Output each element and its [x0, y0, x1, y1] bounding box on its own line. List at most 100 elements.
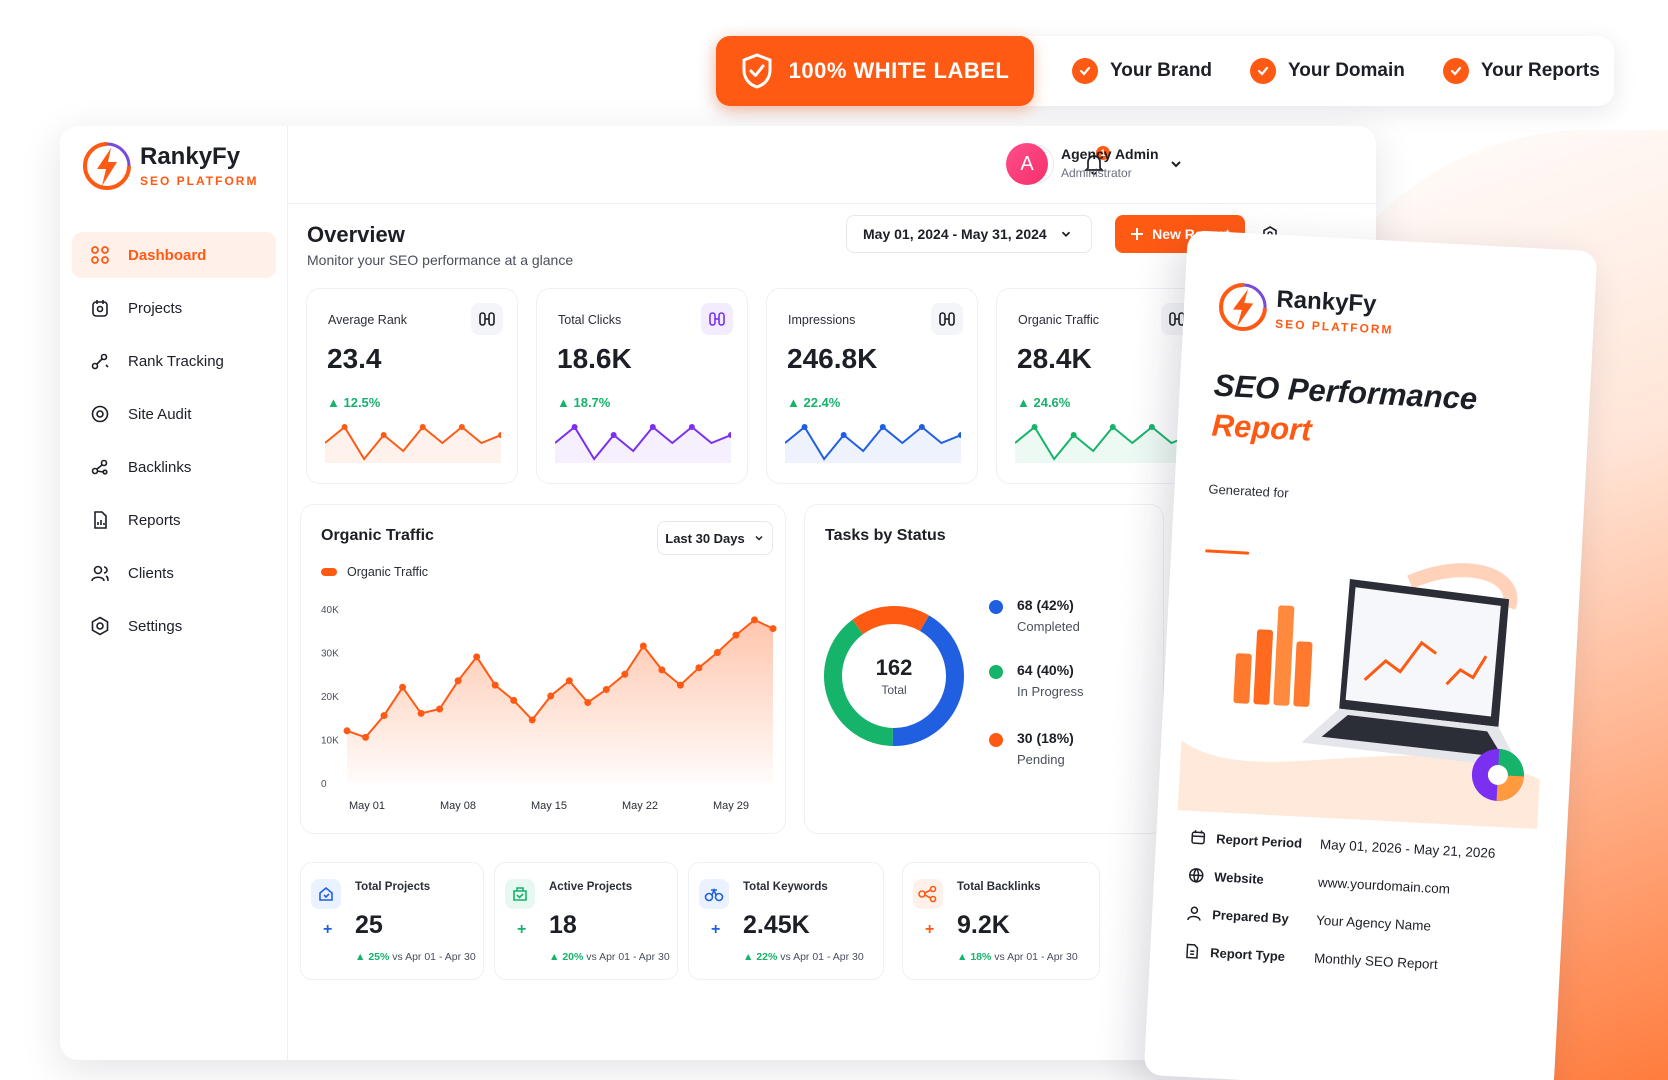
y-tick-label: 0: [321, 779, 327, 790]
sparkline-line: [1015, 425, 1191, 461]
stat-value: 18: [549, 911, 577, 939]
stat-card-total-projects[interactable]: Total Projects + 25 ▲ 25% vs Apr 01 - Ap…: [300, 862, 484, 980]
sparkline-point: [1109, 424, 1116, 430]
page-title: Overview: [307, 222, 405, 247]
laptop-illustration: [1177, 563, 1540, 830]
report-title-accent: Report: [1210, 407, 1313, 448]
projects-icon: [92, 300, 108, 317]
sparkline: [1015, 424, 1191, 463]
sparkline-point: [958, 432, 961, 438]
backlinks-icon: [913, 879, 943, 909]
plus-icon: [1131, 228, 1144, 240]
data-point: [473, 653, 481, 661]
sparkline-point: [649, 424, 656, 430]
kpi-delta: ▲ 22.4%: [787, 395, 841, 410]
report-row-period: Report Period May 01, 2026 - May 21, 202…: [1190, 829, 1496, 861]
sidebar-item-backlinks[interactable]: Backlinks: [72, 444, 276, 490]
sidebar-item-settings[interactable]: Settings: [72, 603, 276, 649]
kpi-card-organic-traffic[interactable]: Organic Traffic 28.4K ▲ 24.6%: [996, 288, 1208, 484]
white-label-text: 100% WHITE LABEL: [788, 58, 1010, 83]
sparkline-point: [380, 432, 387, 438]
white-label-banner: 100% WHITE LABEL Your Brand Your Domain …: [716, 36, 1614, 106]
stat-value: 2.45K: [743, 911, 810, 939]
globe-icon: [1188, 868, 1204, 883]
report-cover: RankyFy SEO PLATFORM SEO Performance Rep…: [1143, 230, 1598, 1080]
sidebar-item-dashboard[interactable]: Dashboard: [72, 232, 276, 278]
settings-icon: [91, 616, 109, 636]
stat-card-total-backlinks[interactable]: Total Backlinks + 9.2K ▲ 18% vs Apr 01 -…: [902, 862, 1100, 980]
sidebar-item-rank-tracking[interactable]: Rank Tracking: [72, 338, 276, 384]
sparkline-point: [1148, 424, 1155, 430]
stat-card-total-keywords[interactable]: Total Keywords + 2.45K ▲ 22% vs Apr 01 -…: [688, 862, 884, 980]
stat-card-active-projects[interactable]: Active Projects + 18 ▲ 20% vs Apr 01 - A…: [494, 862, 678, 980]
sidebar-item-site-audit[interactable]: Site Audit: [72, 391, 276, 437]
lightning-logo-icon: [83, 142, 131, 190]
sidebar-item-clients[interactable]: Clients: [72, 550, 276, 596]
data-point: [362, 733, 370, 741]
keywords-icon: [699, 879, 729, 909]
kpi-card-average-rank[interactable]: Average Rank 23.4 ▲ 12.5%: [306, 288, 518, 484]
data-point: [547, 692, 555, 700]
data-point: [343, 727, 351, 735]
sparkline-point: [610, 432, 617, 438]
report-logo: RankyFy SEO PLATFORM: [1217, 280, 1396, 341]
user-icon: [1187, 906, 1201, 921]
sidebar-item-reports[interactable]: Reports: [72, 497, 276, 543]
dashboard-window: RankyFy SEO PLATFORM Dashboard Projects …: [60, 126, 1376, 1060]
kpi-value: 23.4: [327, 343, 382, 374]
kpi-value: 246.8K: [787, 343, 878, 374]
sidebar-item-projects[interactable]: Projects: [72, 285, 276, 331]
sparkline-point: [879, 424, 886, 430]
sparkline-point: [1070, 432, 1077, 438]
sparkline-point: [840, 432, 847, 438]
link-icon: [471, 303, 503, 335]
x-tick-label: May 29: [713, 800, 749, 812]
avatar[interactable]: A: [1006, 143, 1048, 185]
donut-total-label: Total: [881, 683, 907, 697]
brand-subtitle: SEO PLATFORM: [140, 174, 259, 188]
donut-slice: [824, 606, 964, 746]
sparkline-point: [1031, 424, 1038, 430]
reports-icon: [94, 511, 107, 529]
kpi-card-total-clicks[interactable]: Total Clicks 18.6K ▲ 18.7%: [536, 288, 748, 484]
stat-delta: ▲ 18% vs Apr 01 - Apr 30: [957, 951, 1078, 963]
data-point: [584, 699, 592, 707]
sparkline-point: [918, 424, 925, 430]
sparkline-line: [325, 425, 501, 461]
sparkline-point: [341, 424, 348, 430]
check-icon: [1250, 58, 1277, 84]
stat-value: 25: [355, 911, 383, 939]
range-select[interactable]: Last 30 Days: [657, 521, 773, 555]
organic-traffic-chart: 0 10K 20K 30K 40K May 01 May 08 May 15 May 22 May…: [321, 605, 777, 812]
sparkline-point: [571, 424, 578, 430]
area-fill: [347, 619, 773, 783]
x-tick-label: May 15: [531, 800, 567, 812]
data-point: [528, 716, 536, 724]
series-line: [346, 618, 774, 739]
task-legend-pending: 30 (18%) Pending: [989, 730, 1074, 767]
x-tick-label: May 01: [349, 800, 385, 812]
check-icon: [1072, 58, 1098, 84]
kpi-delta: ▲ 18.7%: [557, 395, 611, 410]
chevron-down-icon[interactable]: [1168, 156, 1184, 172]
data-point: [621, 670, 629, 678]
data-point: [713, 649, 721, 656]
brand-logo[interactable]: RankyFy SEO PLATFORM: [82, 140, 258, 192]
donut-slice: [824, 606, 964, 746]
projects-icon: [311, 879, 341, 909]
sparkline-point: [419, 424, 426, 430]
data-point: [454, 677, 462, 685]
date-range-select[interactable]: May 01, 2024 - May 31, 2024: [846, 215, 1092, 253]
panel-title: Tasks by Status: [825, 527, 946, 544]
kpi-delta: ▲ 12.5%: [327, 395, 381, 410]
notifications-button[interactable]: 1: [1074, 144, 1114, 184]
data-point: [602, 685, 610, 693]
generated-for-label: Generated for: [1208, 481, 1289, 501]
kpi-card-impressions[interactable]: Impressions 246.8K ▲ 22.4%: [766, 288, 978, 484]
user-name: Agency Admin: [1061, 146, 1159, 162]
report-row-type: Report Type Monthly SEO Report: [1184, 943, 1438, 972]
y-tick-label: 40K: [321, 605, 339, 616]
sparkline-area: [325, 427, 501, 463]
legend-dot: [989, 665, 1003, 679]
sparkline: [555, 424, 731, 463]
